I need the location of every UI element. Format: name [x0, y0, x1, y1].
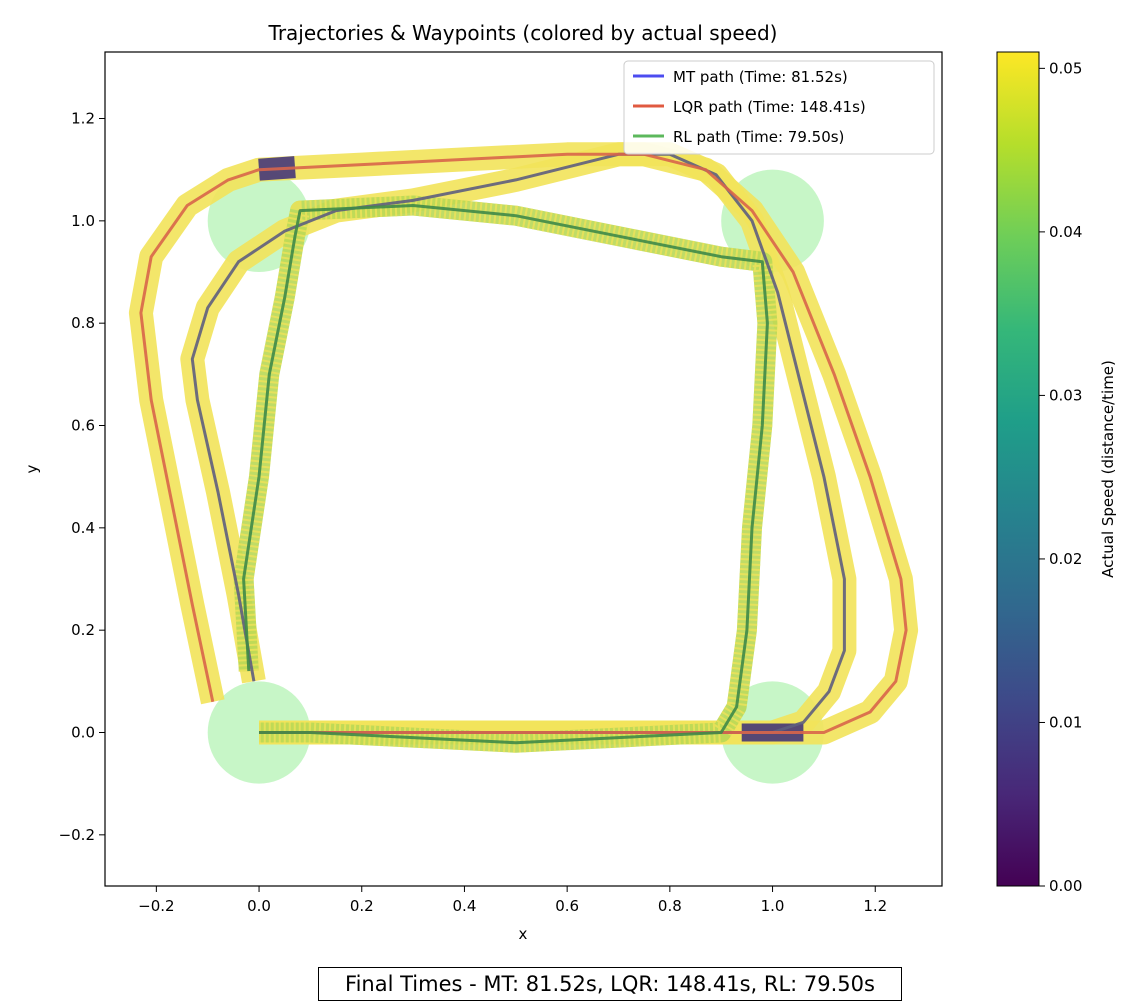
y-tick-label: −0.2 — [59, 826, 95, 844]
x-tick-label: 0.0 — [247, 897, 271, 915]
legend-box — [623, 60, 935, 155]
colorbar-bar — [996, 51, 1040, 887]
x-tick-label: 0.8 — [658, 897, 682, 915]
trajectory-chart: Trajectories & Waypoints (colored by act… — [23, 21, 1117, 943]
legend: MT path (Time: 81.52s) LQR path (Time: 1… — [623, 60, 935, 155]
final-times-box: Final Times - MT: 81.52s, LQR: 148.41s, … — [318, 967, 902, 1001]
x-axis-label: x — [519, 925, 528, 943]
y-tick-label: 1.2 — [71, 110, 95, 128]
colorbar-label: Actual Speed (distance/time) — [1099, 360, 1117, 578]
y-axis-label: y — [23, 464, 41, 473]
path-line-rl — [242, 204, 769, 745]
plot-frame — [104, 51, 943, 887]
y-tick-label: 0.4 — [71, 519, 95, 537]
x-axis-ticks: −0.2 0.0 0.2 0.4 0.6 0.8 1.0 1.2 — [138, 886, 887, 915]
path-lines — [139, 152, 908, 745]
colorbar-tick-label: 0.01 — [1049, 713, 1082, 731]
y-tick-label: 0.8 — [71, 314, 95, 332]
final-times-text: Final Times - MT: 81.52s, LQR: 148.41s, … — [345, 972, 875, 996]
y-tick-label: 0.2 — [71, 621, 95, 639]
path-line-lqr — [139, 152, 908, 734]
colorbar-tick-label: 0.04 — [1049, 223, 1082, 241]
plot-area — [128, 142, 919, 784]
speed-band-ticks-rl — [233, 195, 778, 753]
colorbar-tick-label: 0.05 — [1049, 59, 1082, 77]
x-tick-label: 0.6 — [555, 897, 579, 915]
speed-band-rl — [233, 195, 778, 753]
legend-label-rl: RL path (Time: 79.50s) — [673, 128, 844, 146]
colorbar: 0.00 0.01 0.02 0.03 0.04 0.05 Actual Speed (d… — [996, 51, 1117, 895]
y-axis-ticks: −0.2 0.0 0.2 0.4 0.6 0.8 1.0 1.2 — [59, 110, 105, 844]
x-tick-label: −0.2 — [138, 897, 174, 915]
colorbar-tick-label: 0.02 — [1049, 550, 1082, 568]
colorbar-tick-label: 0.03 — [1049, 386, 1082, 404]
legend-label-mt: MT path (Time: 81.52s) — [673, 68, 848, 86]
x-tick-label: 0.2 — [350, 897, 374, 915]
y-tick-label: 0.0 — [71, 724, 95, 742]
x-tick-label: 0.4 — [453, 897, 477, 915]
legend-label-lqr: LQR path (Time: 148.41s) — [673, 98, 866, 116]
x-tick-label: 1.0 — [761, 897, 785, 915]
y-tick-label: 1.0 — [71, 212, 95, 230]
chart-title: Trajectories & Waypoints (colored by act… — [268, 21, 778, 45]
y-tick-label: 0.6 — [71, 417, 95, 435]
x-tick-label: 1.2 — [863, 897, 887, 915]
colorbar-tick-label: 0.00 — [1049, 877, 1082, 895]
colorbar-ticks: 0.00 0.01 0.02 0.03 0.04 0.05 — [1039, 59, 1082, 895]
